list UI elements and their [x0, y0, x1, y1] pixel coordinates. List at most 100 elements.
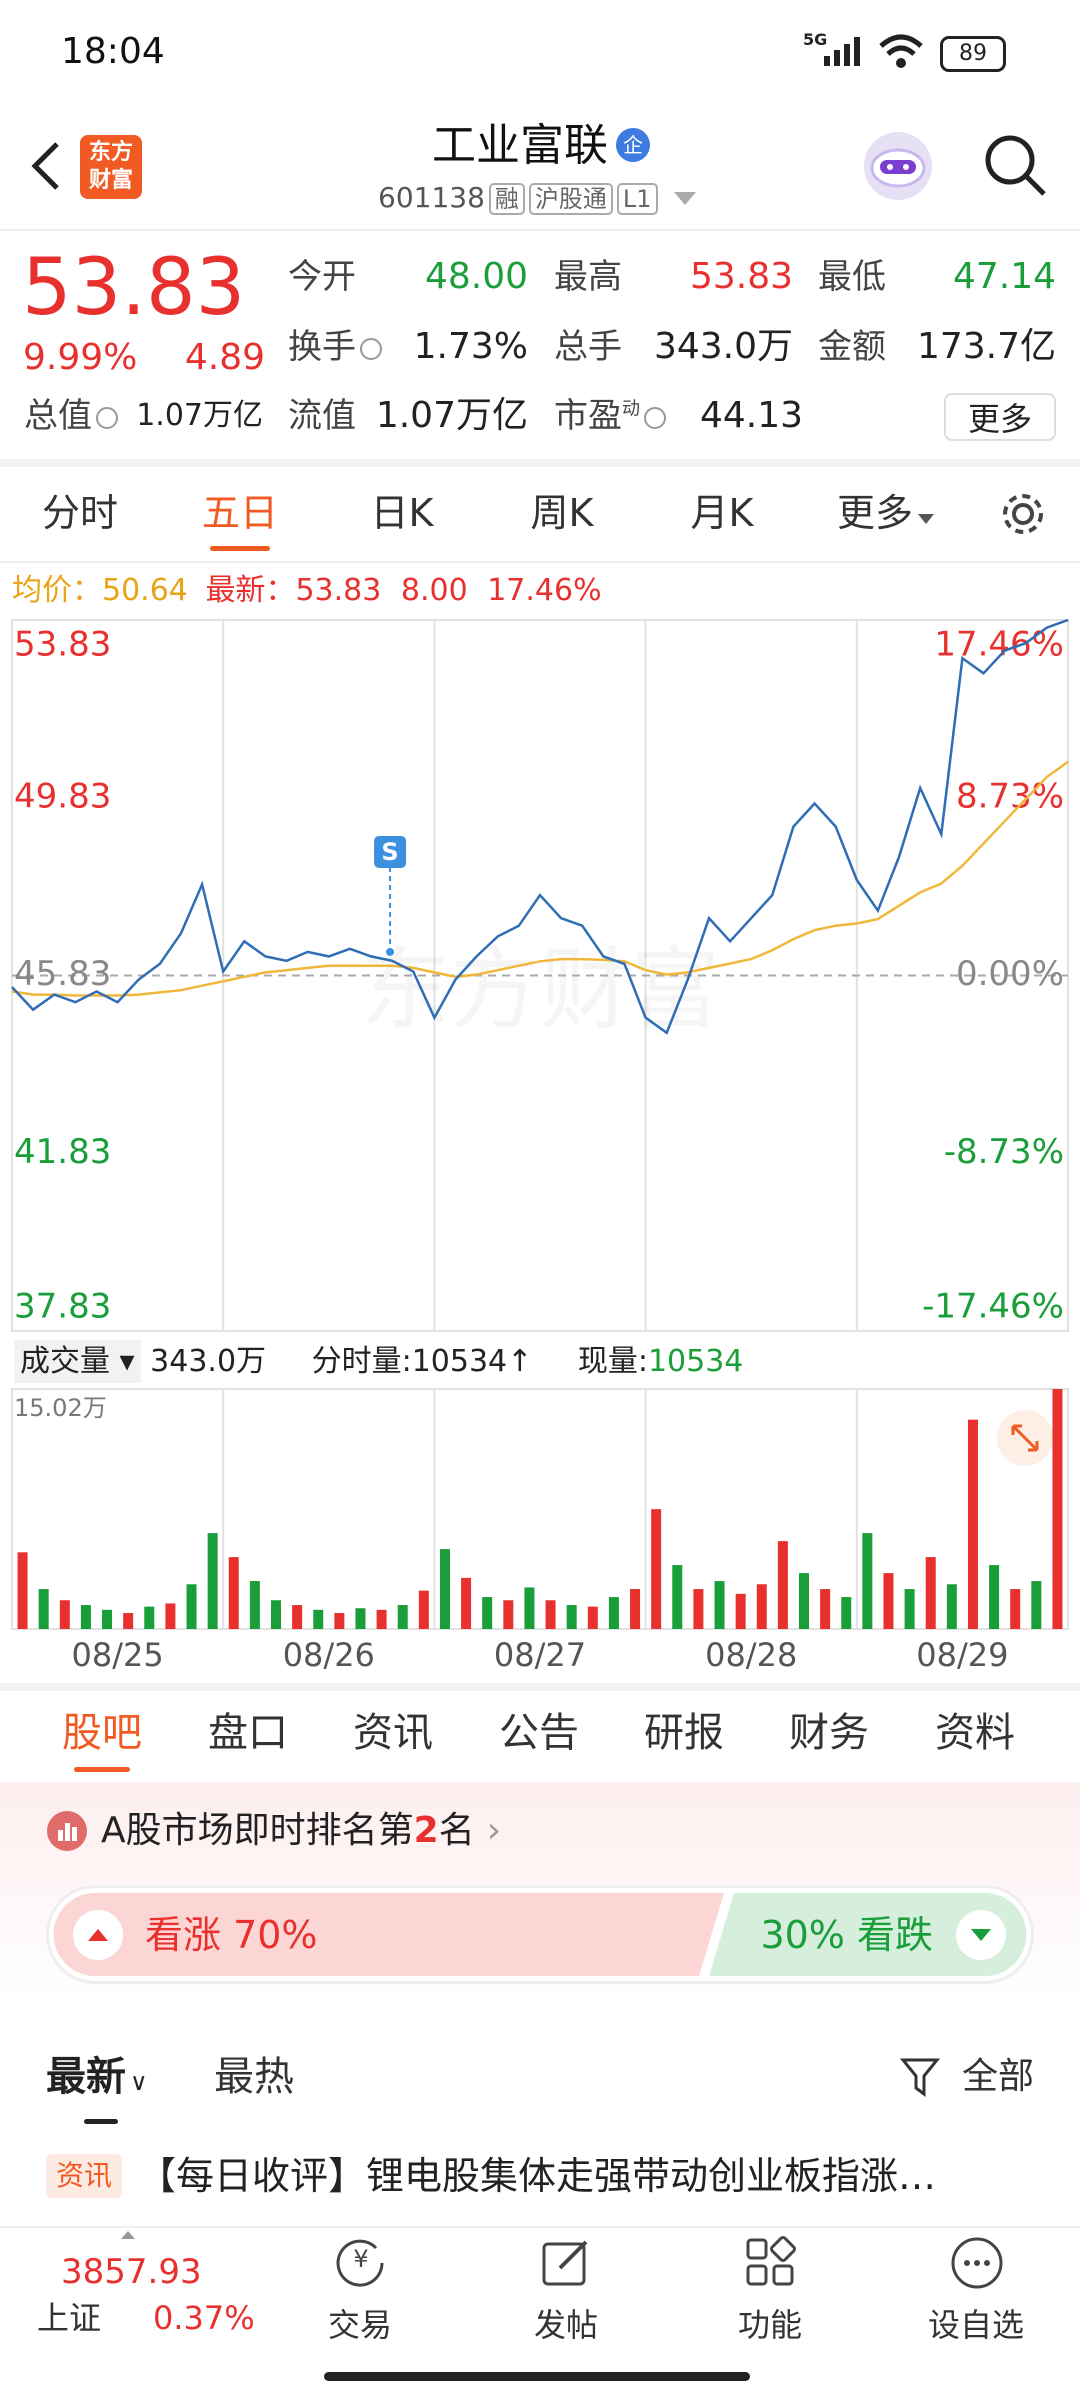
feed-tab[interactable]: 最热 — [214, 2054, 294, 2100]
volume-bar — [123, 1613, 134, 1629]
expand-button[interactable] — [995, 1408, 1055, 1468]
annotation-label: S — [381, 838, 398, 866]
bear-text[interactable]: 30% 看跌 — [760, 1913, 933, 1957]
more-button[interactable]: 更多 — [944, 393, 1056, 441]
info-icon[interactable] — [360, 337, 382, 360]
index-name[interactable]: 上证 — [37, 2299, 102, 2337]
watermark: 东方财富 — [360, 937, 720, 1042]
post-icon[interactable] — [540, 2236, 594, 2290]
ranking-text[interactable]: A股市场即时排名第2名 › — [101, 1810, 502, 1851]
news-title[interactable]: 【每日收评】锂电股集体走强带动创业板指涨… — [138, 2154, 937, 2198]
function-icon[interactable] — [744, 2236, 798, 2290]
volume-bar — [102, 1609, 113, 1629]
field-value: 1.73% — [413, 326, 528, 367]
field-value: 47.14 — [952, 256, 1056, 297]
watchlist-icon[interactable] — [950, 2236, 1004, 2290]
annotation-marker — [374, 835, 407, 868]
change-pct: 9.99% — [23, 337, 138, 378]
info-icon[interactable] — [644, 406, 666, 429]
bear-button[interactable] — [955, 1909, 1007, 1961]
period-tab[interactable]: 日K — [370, 491, 434, 535]
price-line — [11, 760, 1069, 997]
volume-bar — [799, 1573, 809, 1629]
volume-bar — [249, 1581, 260, 1629]
bull-text[interactable]: 看涨 70% — [145, 1913, 318, 1957]
battery: 89 — [940, 36, 1006, 72]
trade-icon[interactable]: ¥ — [334, 2236, 388, 2290]
field-value: 48.00 — [424, 256, 528, 297]
divider — [0, 229, 1080, 231]
filter-text[interactable]: 全部 — [961, 2056, 1034, 2097]
tab-text: 更多 — [836, 491, 914, 535]
network: 5G — [803, 30, 828, 49]
detail-tab[interactable]: 公告 — [499, 1710, 579, 1756]
volume-selector[interactable]: 成交量 ▾ — [14, 1340, 141, 1383]
y2-tick-label: 8.73% — [956, 776, 1064, 816]
period-tab[interactable]: 月K — [690, 491, 754, 535]
detail-tab[interactable]: 财务 — [789, 1710, 869, 1756]
feed-tab-active[interactable]: 最新 ∨ — [46, 2054, 148, 2100]
volume-bar — [820, 1589, 831, 1629]
field-label: 总值 — [24, 396, 92, 436]
period-tab-active[interactable]: 五日 — [201, 491, 279, 535]
field-label: 最高 — [554, 257, 622, 297]
latest-change: 8.00 — [400, 573, 468, 608]
volume-bar — [630, 1589, 641, 1629]
volume-total: 343.0万 — [150, 1344, 267, 1379]
y-tick-label: 41.83 — [14, 1132, 111, 1172]
latest-label: 最新： — [205, 573, 296, 608]
plot-frame — [11, 1388, 1069, 1630]
volume-bar — [1031, 1581, 1042, 1629]
y-tick-label: 45.83 — [14, 954, 111, 994]
volume-bar — [545, 1600, 556, 1629]
settings-button[interactable] — [998, 489, 1048, 539]
period-tab-more[interactable]: 更多 — [837, 494, 935, 532]
volume-bar — [376, 1609, 387, 1629]
field-label: 最低 — [818, 257, 886, 297]
detail-tab[interactable]: 资讯 — [353, 1710, 433, 1756]
avg-label: 均价： — [12, 573, 102, 608]
nav-item[interactable]: 功能 — [737, 2306, 803, 2344]
field-value: 173.7亿 — [916, 326, 1056, 367]
filter-icon[interactable] — [900, 2056, 940, 2100]
dropdown-icon[interactable] — [672, 189, 698, 207]
info-icon[interactable] — [96, 406, 118, 429]
volume-bar — [186, 1584, 197, 1629]
index-change[interactable]: 0.37% — [153, 2299, 255, 2337]
nav-item[interactable]: 交易 — [327, 2306, 393, 2344]
nav-item[interactable]: 发帖 — [533, 2306, 599, 2344]
period-tab[interactable]: 分时 — [41, 491, 119, 535]
detail-tab-active[interactable]: 股吧 — [62, 1710, 142, 1756]
detail-tab[interactable]: 资料 — [935, 1710, 1015, 1756]
tag: L1 — [616, 183, 658, 215]
nav-item[interactable]: 设自选 — [927, 2306, 1025, 2344]
index-value[interactable]: 3857.93 — [61, 2252, 202, 2292]
x-tick-label: 08/29 — [916, 1636, 1008, 1674]
plot-frame — [11, 619, 1069, 1332]
tab-underline — [84, 2119, 118, 2124]
field-label-row: 总值 — [24, 399, 118, 433]
latest-change-pct: 17.46% — [487, 573, 602, 608]
volume-bar — [482, 1597, 493, 1629]
volume-bar — [841, 1597, 852, 1629]
tag: 融 — [488, 183, 525, 215]
period-tab[interactable]: 周K — [530, 491, 594, 535]
app-logo[interactable]: 东方 财富 — [80, 135, 142, 199]
volume-bar — [862, 1533, 873, 1629]
y-tick-label: 49.83 — [14, 776, 111, 816]
change: 4.89 — [184, 337, 265, 378]
detail-tab[interactable]: 盘口 — [208, 1710, 288, 1756]
home-indicator — [324, 2372, 750, 2381]
volume-bar — [355, 1608, 366, 1629]
robot-icon[interactable] — [860, 128, 936, 204]
volume-bar — [883, 1573, 894, 1629]
back-button[interactable] — [25, 140, 65, 192]
search-button[interactable] — [982, 132, 1048, 198]
volume-bar — [334, 1613, 345, 1629]
y-tick-label: 37.83 — [14, 1287, 111, 1327]
detail-tab[interactable]: 研报 — [644, 1710, 724, 1756]
clock: 18:04 — [61, 31, 165, 72]
field-label: 市盈 — [554, 396, 622, 436]
bull-button[interactable] — [72, 1909, 124, 1961]
